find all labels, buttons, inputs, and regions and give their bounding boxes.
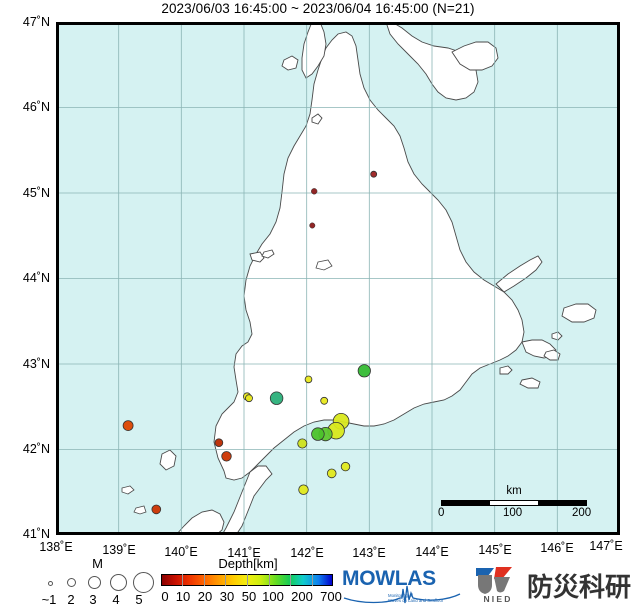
lon-label-147e: 147˚E [589, 539, 623, 553]
lat-label-44n: 44˚N [22, 271, 50, 285]
magnitude-circle-1 [48, 581, 53, 586]
magnitude-circle-5 [133, 572, 154, 593]
magnitude-circle-4 [110, 574, 127, 591]
magnitude-label-3: 3 [89, 592, 97, 607]
lat-label-47n: 47˚N [22, 15, 50, 29]
lat-label-46n: 46˚N [22, 100, 50, 114]
lon-label-146e: 146˚E [540, 541, 574, 555]
nied-wordmark: NIED [483, 594, 513, 604]
lat-label-43n: 43˚N [22, 357, 50, 371]
depth-label-30: 30 [219, 589, 235, 604]
epicenter-marker [311, 427, 325, 441]
epicenter-marker [122, 420, 134, 432]
magnitude-legend-circles [35, 572, 160, 593]
nied-japanese-name: 防災科研 [527, 572, 632, 602]
nied-emblem-icon [476, 567, 512, 594]
lon-label-142e: 142˚E [290, 546, 324, 560]
lon-label-145e: 145˚E [478, 543, 512, 557]
depth-label-0: 0 [161, 589, 169, 604]
scale-tick-200: 200 [572, 507, 592, 519]
lon-label-138e: 138˚E [39, 540, 73, 554]
scale-unit-label: km [506, 485, 522, 497]
lat-label-42n: 42˚N [22, 442, 50, 456]
epicenter-marker [326, 468, 337, 479]
epicenter-marker [357, 364, 371, 378]
epicenter-marker [297, 438, 308, 449]
lon-label-139e: 139˚E [102, 543, 136, 557]
page-title: 2023/06/03 16:45:00 ~ 2023/06/04 16:45:0… [161, 1, 475, 16]
lon-label-144e: 144˚E [415, 545, 449, 559]
lon-label-143e: 143˚E [352, 546, 386, 560]
epicenter-marker [269, 391, 284, 405]
map-canvas[interactable] [56, 22, 620, 535]
depth-label-100: 100 [262, 589, 284, 604]
epicenter-marker [298, 484, 309, 495]
epicenter-marker [214, 438, 224, 448]
legend-area: M ~1 2 3 4 5 Depth[km] 0 10 20 30 50 100… [0, 556, 636, 611]
epicenter-marker [340, 461, 351, 472]
lon-label-141e: 141˚E [227, 546, 261, 560]
epicenter-markers [122, 170, 378, 515]
magnitude-circle-3 [88, 576, 101, 589]
epicenter-marker [221, 451, 232, 462]
epicenter-marker [304, 375, 313, 384]
epicenter-marker [320, 396, 329, 405]
depth-legend-title: Depth[km] [218, 556, 278, 571]
depth-label-700: 700 [320, 589, 342, 604]
magnitude-label-1: ~1 [41, 592, 57, 607]
depth-label-20: 20 [197, 589, 213, 604]
magnitude-circle-2 [67, 578, 76, 587]
mowlas-wordmark: MOWLAS [342, 567, 436, 590]
lon-label-140e: 140˚E [164, 545, 198, 559]
epicenter-marker [245, 394, 253, 403]
map-graphic [56, 22, 620, 535]
mowlas-tagline: Monitoring of Waves on Land and Seafloor [388, 593, 466, 604]
lat-label-45n: 45˚N [22, 186, 50, 200]
magnitude-legend-labels: ~1 2 3 4 5 [35, 592, 160, 610]
lat-label-41n: 41˚N [22, 527, 50, 541]
mowlas-waveform-icon [343, 585, 461, 604]
scale-bar-graphic [441, 500, 587, 506]
mowlas-tagline-line2: Waves on Land and Seafloor [388, 598, 444, 604]
epicenter-marker [309, 222, 316, 229]
depth-legend-labels: 0 10 20 30 50 100 200 700 [155, 589, 345, 607]
epicenter-marker [151, 504, 162, 515]
magnitude-label-2: 2 [67, 592, 75, 607]
scale-tick-0: 0 [438, 507, 445, 519]
epicenter-marker [311, 188, 318, 195]
mowlas-tagline-line1: Monitoring of [388, 593, 413, 598]
depth-bar-ticks [161, 574, 333, 586]
depth-label-10: 10 [175, 589, 191, 604]
depth-label-200: 200 [291, 589, 313, 604]
depth-label-50: 50 [241, 589, 257, 604]
magnitude-label-4: 4 [112, 592, 120, 607]
mowlas-logo[interactable]: MOWLAS Monitoring of Waves on Land and S… [342, 566, 462, 606]
epicenter-marker [370, 170, 378, 178]
scale-bar: km 0 100 200 [438, 485, 591, 519]
scale-tick-100: 100 [503, 507, 523, 519]
magnitude-label-5: 5 [135, 592, 143, 607]
nied-logo[interactable]: NIED 防災科研 [472, 565, 632, 607]
magnitude-legend-title: M [92, 556, 103, 571]
